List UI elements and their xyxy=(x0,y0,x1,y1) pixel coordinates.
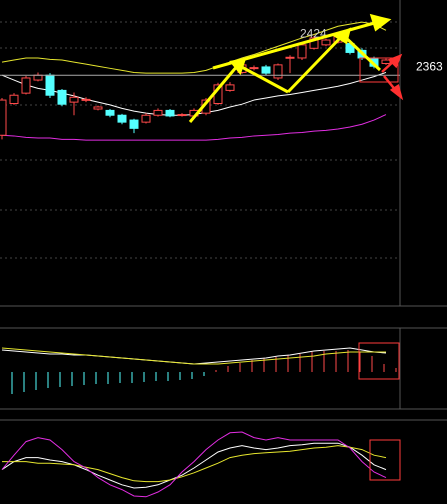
arrow xyxy=(237,63,289,94)
candle-body xyxy=(225,84,235,91)
arrowhead xyxy=(332,27,352,45)
candle-body xyxy=(105,109,115,116)
candle-body xyxy=(165,109,175,117)
candle-body xyxy=(273,64,283,79)
candle-body xyxy=(81,98,91,101)
band-line xyxy=(1,114,387,141)
candle-body xyxy=(309,37,319,49)
candle-body xyxy=(285,56,295,59)
trend-arrows xyxy=(188,13,392,123)
highlight-box xyxy=(359,57,399,83)
candle-body xyxy=(57,89,67,105)
kdj-line xyxy=(1,431,387,498)
candle-body xyxy=(141,114,151,123)
kdj-line xyxy=(1,442,387,489)
candle-body xyxy=(153,109,163,116)
candle-body xyxy=(0,99,7,136)
candle-body xyxy=(69,96,79,103)
highlight-box xyxy=(358,342,400,380)
band-line xyxy=(1,21,387,74)
kdj-line xyxy=(2,445,387,483)
grid xyxy=(0,21,400,259)
arrowhead xyxy=(369,13,392,32)
candle-body xyxy=(321,39,331,46)
candle-body xyxy=(33,74,43,81)
candle-body xyxy=(45,74,55,96)
arrow xyxy=(286,33,345,94)
candle-body xyxy=(117,114,127,123)
arrowhead xyxy=(229,58,247,76)
candle-body xyxy=(297,44,307,59)
macd-line xyxy=(1,347,387,365)
candle-body xyxy=(9,94,19,105)
candle-body xyxy=(261,66,271,74)
candle-body xyxy=(177,114,187,117)
candle-body xyxy=(129,119,139,129)
arrow xyxy=(188,64,240,123)
last-price-label: 2363 xyxy=(416,59,443,73)
arrowhead xyxy=(387,53,403,69)
candle-body xyxy=(21,77,31,94)
highlight-boxes xyxy=(358,57,401,481)
panel-borders xyxy=(0,0,447,421)
candle-body xyxy=(249,67,259,70)
arrow xyxy=(341,33,382,72)
red-arrows xyxy=(381,53,404,101)
arrowhead xyxy=(389,83,404,101)
candle-body xyxy=(93,106,103,110)
macd-line xyxy=(1,347,386,365)
highlight-box xyxy=(369,439,401,481)
